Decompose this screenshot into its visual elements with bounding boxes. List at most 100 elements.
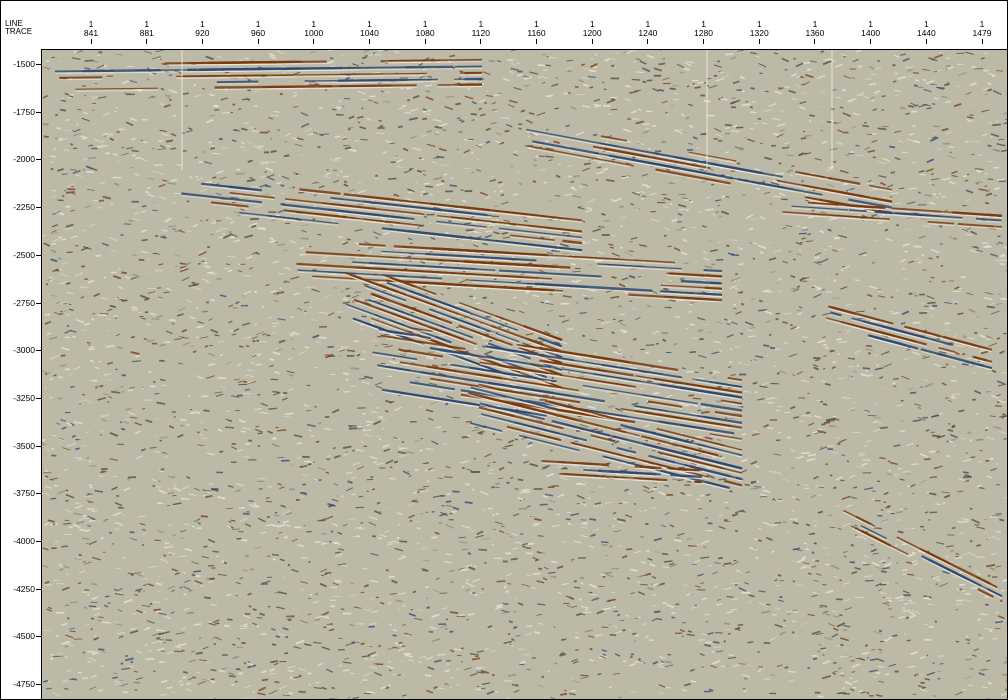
trace-tick: 1 1080: [405, 20, 445, 44]
trace-axis: LINE TRACE 1 841 1 881 1 920 1 960 1 1000 1 1040 1 10…: [1, 1, 1007, 49]
trace-tick-line-number: 1: [478, 19, 484, 29]
trace-tick: 1 1160: [517, 20, 557, 44]
depth-tick-mark: [36, 159, 41, 161]
depth-tick-label: -3000: [13, 345, 35, 356]
trace-tick-mark: [313, 39, 315, 44]
depth-tick: -3000: [1, 345, 41, 355]
trace-tick-mark: [981, 39, 983, 44]
depth-tick-label: -3500: [13, 440, 35, 451]
trace-tick: 1 960: [238, 20, 278, 44]
trace-tick-label: 1000: [304, 28, 324, 38]
trace-tick-label: 1120: [471, 28, 490, 38]
trace-tick-line-number: 1: [589, 19, 595, 29]
depth-tick-label: -2750: [13, 297, 35, 308]
trace-tick-line-number: 1: [756, 19, 762, 29]
depth-tick-label: -3250: [13, 392, 35, 403]
seismic-reflector-texture: [54, 58, 1003, 604]
depth-tick: -2000: [1, 154, 41, 164]
trace-tick-line-number: 1: [923, 19, 929, 29]
trace-tick-line-number: 1: [645, 19, 651, 29]
trace-tick-mark: [758, 39, 760, 44]
depth-tick: -1500: [1, 59, 41, 69]
depth-tick: -1750: [1, 107, 41, 117]
trace-tick-label: 1240: [638, 28, 658, 38]
trace-tick-mark: [536, 39, 537, 44]
trace-tick-line-number: 1: [367, 19, 372, 29]
seismic-image-panel[interactable]: [41, 49, 1007, 699]
trace-tick-label: 1080: [415, 28, 435, 38]
trace-tick: 1 1479: [962, 20, 1002, 44]
depth-tick-label: -2250: [13, 202, 35, 213]
depth-tick-label: -2500: [13, 249, 35, 260]
depth-tick: -2250: [1, 202, 41, 212]
trace-tick-label: 1360: [805, 28, 825, 38]
trace-tick: 1 841: [71, 20, 111, 44]
depth-tick: -4750: [1, 679, 41, 689]
depth-tick: -3500: [1, 441, 41, 451]
depth-tick-mark: [36, 207, 41, 209]
depth-tick: -3750: [1, 488, 41, 498]
trace-tick-line-number: 1: [88, 19, 94, 29]
trace-tick-line-number: 1: [701, 19, 706, 29]
trace-tick: 1 1040: [349, 20, 389, 44]
trace-tick-label: 1440: [916, 28, 936, 38]
trace-tick-label: 1200: [582, 28, 602, 38]
trace-tick: 1 1400: [851, 20, 891, 44]
depth-tick-mark: [36, 302, 41, 304]
seismic-image: [42, 50, 1007, 699]
depth-axis: -1500 -1750 -2000 -2250 -2500 -2750 -3000 -3250…: [1, 49, 41, 699]
trace-tick-line-number: 1: [868, 19, 873, 29]
depth-tick-label: -3750: [13, 488, 35, 499]
depth-tick-mark: [36, 493, 41, 495]
depth-tick-mark: [36, 111, 41, 113]
trace-tick: 1 881: [127, 20, 167, 44]
trace-tick: 1 1200: [572, 20, 612, 44]
trace-tick-line-number: 1: [200, 19, 205, 29]
axis-header: LINE TRACE: [5, 20, 32, 36]
depth-tick-mark: [36, 636, 41, 638]
trace-tick-label: 1160: [527, 28, 546, 38]
trace-tick-mark: [201, 39, 203, 44]
trace-tick-label: 960: [250, 28, 266, 38]
trace-tick-line-number: 1: [534, 19, 539, 29]
trace-tick-line-number: 1: [144, 19, 150, 29]
trace-tick-mark: [90, 39, 92, 44]
trace-tick-mark: [257, 39, 259, 44]
trace-tick-mark: [591, 39, 593, 44]
trace-tick: 1 1440: [906, 20, 946, 44]
depth-tick-label: -4500: [13, 631, 35, 642]
depth-tick: -4500: [1, 631, 41, 641]
depth-tick-mark: [36, 684, 41, 686]
trace-tick: 1 1000: [294, 20, 334, 44]
depth-tick-label: -4750: [13, 679, 35, 690]
depth-tick-label: -4000: [13, 536, 35, 546]
depth-tick-mark: [36, 64, 41, 65]
trace-tick: 1 1120: [461, 20, 501, 44]
depth-tick-label: -1750: [13, 106, 35, 117]
trace-tick-mark: [647, 39, 649, 44]
depth-tick-mark: [36, 350, 41, 352]
trace-tick-mark: [146, 39, 148, 44]
trace-tick-line-number: 1: [422, 19, 428, 29]
depth-tick-label: -1500: [13, 59, 35, 69]
depth-tick: -3250: [1, 393, 41, 403]
depth-tick: -4000: [1, 536, 41, 546]
depth-tick-mark: [36, 397, 41, 399]
depth-tick: -2500: [1, 250, 41, 260]
trace-tick-mark: [925, 39, 927, 44]
depth-tick-label: -2000: [13, 154, 35, 165]
trace-tick-mark: [480, 39, 482, 44]
trace-tick: 1 1320: [739, 20, 779, 44]
trace-tick-line-number: 1: [812, 19, 818, 29]
trace-tick-label: 841: [83, 28, 99, 38]
trace-tick-mark: [368, 39, 370, 44]
trace-tick-label: 881: [139, 28, 154, 38]
line-axis-label: LINE: [5, 19, 23, 28]
trace-tick-mark: [814, 39, 816, 44]
trace-tick-line-number: 1: [979, 19, 985, 29]
trace-tick: 1 1280: [684, 20, 724, 44]
depth-tick-mark: [36, 254, 41, 256]
trace-tick-mark: [703, 39, 705, 44]
depth-tick-mark: [36, 541, 41, 542]
